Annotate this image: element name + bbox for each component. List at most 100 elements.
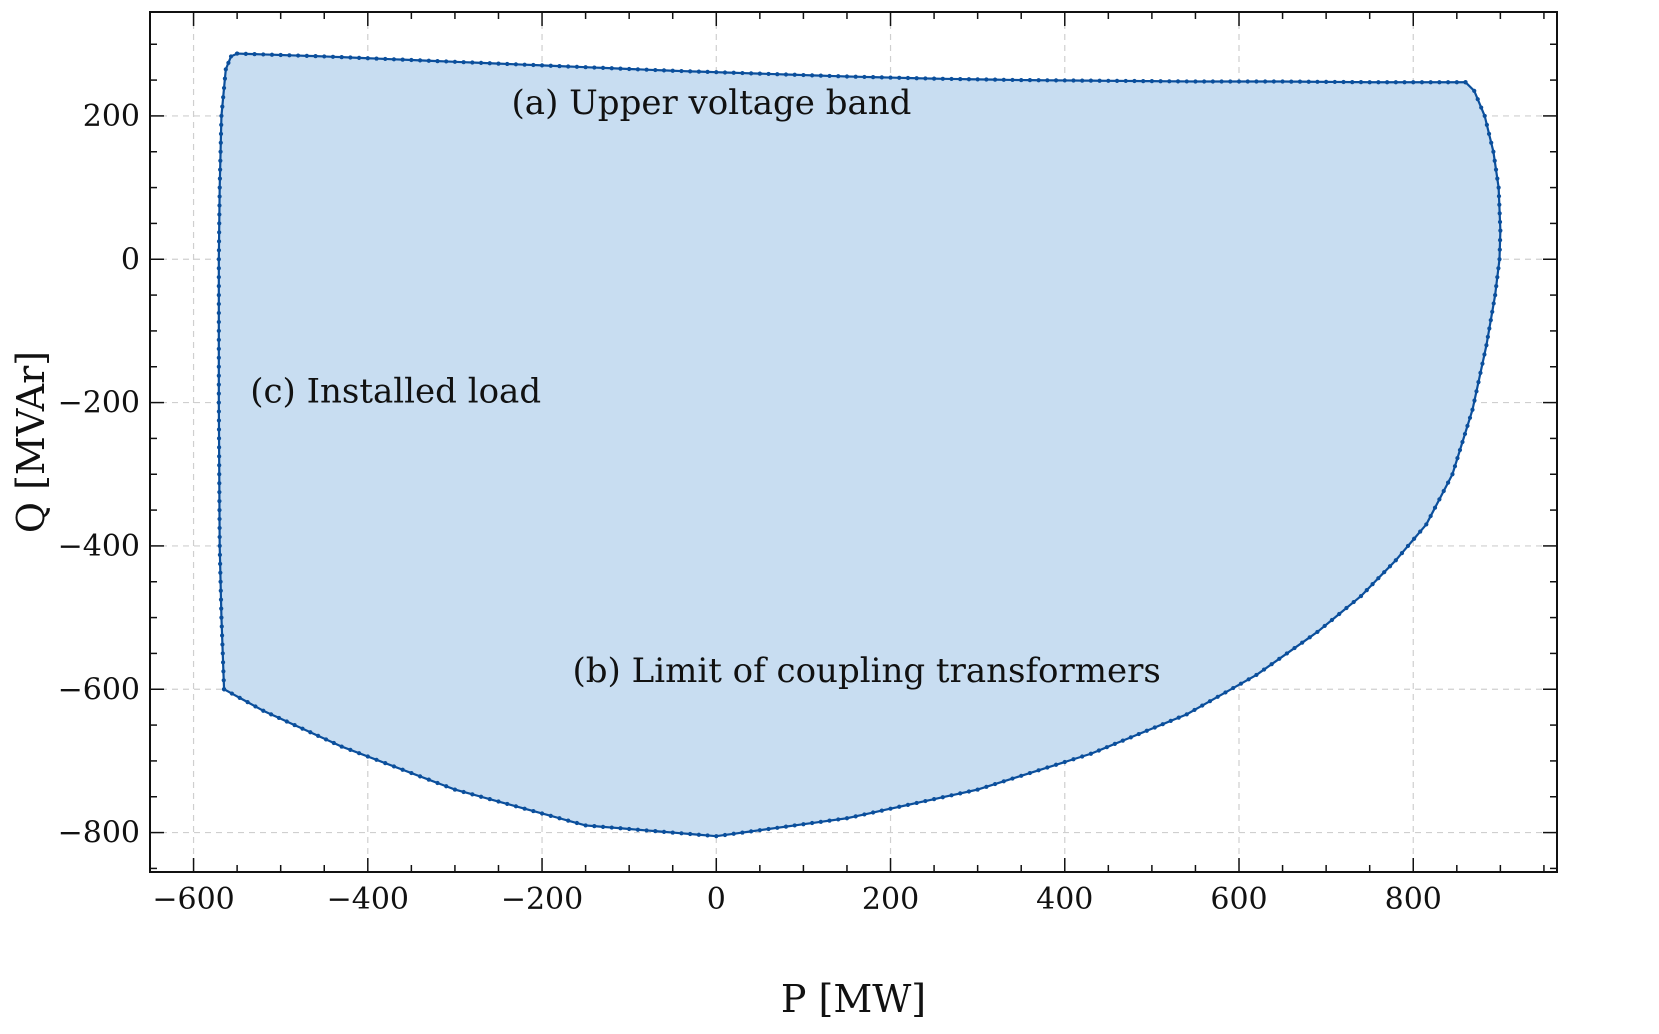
annotation-1: (c) Installed load	[250, 372, 541, 412]
boundary-point-185	[1455, 456, 1460, 461]
boundary-point-13	[348, 55, 353, 60]
tick-layer	[149, 11, 1558, 873]
boundary-point-325	[339, 744, 344, 749]
boundary-point-356	[217, 552, 223, 557]
boundary-point-299	[566, 818, 571, 823]
boundary-point-16	[374, 56, 379, 61]
y-tick-label-3: −200	[58, 386, 140, 421]
boundary-point-230	[1160, 722, 1165, 727]
y-tick-label-5: 200	[83, 99, 140, 134]
boundary-point-160	[1497, 238, 1503, 243]
boundary-point-369	[216, 436, 222, 441]
boundary-point-136	[1419, 80, 1425, 85]
boundary-point-67	[818, 73, 823, 78]
boundary-point-260	[905, 802, 911, 807]
boundary-point-8	[304, 53, 309, 58]
boundary-point-283	[705, 833, 710, 838]
boundary-point-133	[1393, 80, 1398, 85]
boundary-point-259	[914, 800, 919, 806]
boundary-point-142	[1463, 80, 1468, 85]
boundary-point-45	[627, 66, 632, 72]
boundary-point-123	[1306, 79, 1311, 84]
boundary-point-110	[1193, 79, 1198, 84]
boundary-point-135	[1411, 80, 1416, 85]
boundary-point-266	[853, 814, 858, 819]
boundary-point-321	[374, 757, 379, 762]
boundary-point-155	[1496, 194, 1502, 199]
boundary-point-30	[496, 61, 501, 66]
boundary-point-120	[1280, 79, 1285, 84]
boundary-point-128	[1350, 79, 1355, 85]
feasible-region-layer	[216, 51, 1503, 839]
boundary-point-15	[365, 56, 370, 61]
boundary-point-338	[237, 695, 242, 700]
boundary-point-153	[1495, 176, 1500, 181]
boundary-point-79	[923, 76, 928, 81]
x-tick-label-6: 600	[1210, 882, 1267, 917]
boundary-point-116	[1245, 79, 1250, 84]
boundary-point-323	[356, 751, 362, 756]
boundary-point-35	[539, 63, 545, 68]
boundary-point-216	[1269, 662, 1274, 667]
boundary-point-363	[217, 490, 222, 495]
boundary-point-399	[218, 167, 223, 172]
boundary-point-276	[766, 826, 771, 832]
boundary-point-54	[705, 69, 710, 75]
boundary-point-17	[383, 56, 388, 62]
boundary-point-121	[1289, 79, 1294, 84]
boundary-point-109	[1184, 79, 1189, 84]
boundary-point-344	[220, 660, 226, 665]
boundary-point-359	[217, 525, 222, 531]
boundary-point-168	[1490, 309, 1495, 314]
boundary-point-145	[1479, 105, 1484, 110]
boundary-point-343	[221, 669, 226, 674]
boundary-point-267	[844, 816, 850, 821]
boundary-point-255	[949, 793, 954, 798]
boundary-point-360	[217, 516, 222, 522]
boundary-point-347	[219, 633, 225, 638]
boundary-point-36	[548, 63, 553, 68]
boundary-point-7	[296, 53, 301, 58]
boundary-point-200	[1382, 570, 1387, 575]
boundary-point-65	[801, 72, 806, 78]
boundary-point-244	[1045, 765, 1050, 770]
boundary-point-199	[1387, 564, 1393, 569]
boundary-point-296	[592, 824, 597, 829]
boundary-point-212	[1300, 640, 1305, 645]
boundary-point-281	[722, 832, 728, 838]
boundary-point-378	[216, 355, 221, 360]
boundary-point-154	[1496, 185, 1501, 190]
boundary-point-127	[1341, 79, 1346, 85]
boundary-point-379	[216, 346, 221, 351]
boundary-point-295	[600, 824, 606, 829]
boundary-point-232	[1144, 728, 1149, 733]
boundary-point-107	[1167, 79, 1172, 84]
boundary-point-336	[253, 704, 258, 709]
boundary-point-148	[1486, 131, 1492, 136]
boundary-point-322	[365, 754, 370, 759]
boundary-point-339	[229, 691, 234, 696]
boundary-point-229	[1168, 718, 1173, 724]
boundary-point-42	[600, 65, 606, 70]
boundary-point-279	[740, 830, 745, 835]
feasible-region-boundary	[217, 52, 1502, 838]
boundary-point-80	[931, 76, 937, 81]
boundary-point-98	[1088, 78, 1093, 83]
boundary-point-37	[557, 64, 562, 69]
x-tick-label-7: 800	[1385, 882, 1442, 917]
boundary-point-319	[391, 764, 397, 769]
boundary-point-18	[391, 57, 397, 62]
boundary-point-368	[217, 445, 222, 450]
boundary-point-132	[1385, 80, 1390, 85]
boundary-point-51	[679, 68, 684, 74]
boundary-point-248	[1010, 776, 1015, 781]
boundary-point-219	[1246, 677, 1251, 682]
boundary-point-394	[217, 212, 222, 217]
boundary-point-192	[1428, 513, 1433, 519]
boundary-point-315	[426, 777, 431, 782]
boundary-point-366	[217, 463, 222, 468]
boundary-point-19	[400, 57, 405, 62]
boundary-point-385	[216, 292, 221, 298]
boundary-point-4	[269, 52, 275, 57]
boundary-point-402	[218, 140, 223, 145]
